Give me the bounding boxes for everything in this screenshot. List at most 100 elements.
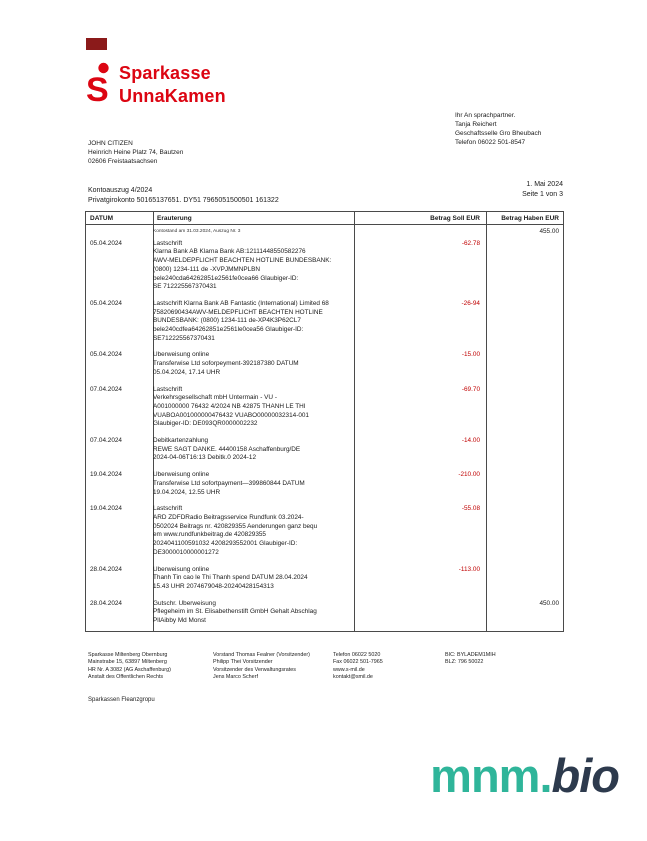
contact-person-block: Ihr An sprachpartner. Tanja Reichert Gesch… [455,111,541,147]
transaction-description-line: Lastschrift [153,505,183,513]
statement-title: Kontoauszug 4/2024 [88,187,153,194]
header-erauterung: Erauterung [157,214,192,222]
transaction-description-line: (0800) 1234-111 de -XVPJMMNPLBN [153,265,261,273]
transaction-description: Lastschrift ARD ZDFDRadio Beitragsservice… [153,505,354,557]
transaction-description-line: REWE SAGT DANKE. 44400158 Aschaffenburg/… [153,445,301,453]
transaction-row: 28.04.2024 Uberweisung online Thanh Tin ca… [86,566,563,592]
transaction-description: Uberweisung online Thanh Tin cao le Thi T… [153,566,354,592]
sparkasse-s-icon: S [86,62,113,109]
header-datum: DATUM [90,214,113,222]
transaction-description-line: Transferwise Ltd sofortpayment—399860844… [153,479,305,487]
transaction-description-line: BUNDESBANK: (0800) 1234-111 de-XP4K3P62C… [153,317,301,325]
credit-amount [486,300,563,344]
transaction-description-line: VUABOA001000000476432 VUABO00000032314-0… [153,411,309,419]
debit-amount: -69.70 [461,385,480,393]
recipient-line: 02606 Freistaatsachsen [88,158,158,165]
bank-name: Sparkasse UnnaKamen [119,62,226,108]
debit-amount: -113.00 [458,565,480,573]
opening-balance-row: Kontostand am 31.03.2024, Auszug Nr. 3 45… [86,228,563,237]
transaction-description-line: 19.04.2024, 12.55 UHR [153,488,221,496]
watermark: mnm.bio [0,748,620,803]
footer-bank-address: Sparkasse Miltenberg Obernburg Mainstrabe… [88,652,171,682]
transaction-description-line: ARD ZDFDRadio Beitragsservice Rundfunk 0… [153,513,304,521]
transaction-description-line: 0502024 Beitrags nr. 420829355 Aenderung… [153,522,318,530]
transaction-row: 05.04.2024 Lastschrift Klarna Bank AB Fan… [86,300,563,344]
contact-line: Tanja Reichert [455,121,497,128]
credit-amount [486,471,563,497]
credit-amount [486,505,563,557]
table-body: Kontostand am 31.03.2024, Auszug Nr. 3 45… [86,225,563,630]
transaction-date [86,228,153,237]
footer-group-name: Sparkassen Fleanzgropu [88,697,155,703]
transaction-description: Kontostand am 31.03.2024, Auszug Nr. 3 [153,228,354,237]
footer-text-line: Telefon 06022 5020 [333,652,381,658]
column-divider [486,212,487,631]
footer-text-line: Philipp Thei Vorsitzender [213,659,273,666]
transaction-description-line: Lastschrift Klarna Bank AB Fantastic (In… [153,299,329,307]
footer-board-info: Vorstand Thomas Fealner (Vorsitzender) Ph… [213,652,310,682]
credit-amount [486,386,563,430]
recipient-address: JOHN CITIZEN Heinrich Heine Platz 74, Bau… [88,139,183,166]
transaction-date: 19.04.2024 [90,505,122,513]
debit-amount: -26-94 [461,299,480,307]
transaction-description-line: bele240cdfea64262851e2561le0cea56 Glaubi… [153,326,304,334]
footer-text-line: BLZ: 796 50022 [445,659,484,666]
transaction-description: Lastschrift Verkehrsgesellschaft mbH Unte… [153,386,354,430]
transaction-description-line: Thanh Tin cao le Thi Thanh spend DATUM 2… [153,574,308,582]
transaction-description: Lastschrift Klarna Bank AB Fantastic (In… [153,300,354,344]
footer-text-line: Anstalt des Offentlichen Rechts [88,674,164,681]
footer-text-line: Fax 06022 501-7965 [333,659,383,666]
transaction-description: Uberweisung online Transferwise Ltd sofor… [153,351,354,377]
footer-text-line: kontakt@smil.de [333,674,373,681]
page-indicator: Seite 1 von 3 [522,190,563,198]
footer-text-line: Mainstrabe 15, 63897 Miltenberg [88,659,167,666]
recipient-line: Heinrich Heine Platz 74, Bautzen [88,149,184,156]
debit-amount: -15.00 [461,351,480,359]
transaction-description-line: Kontostand am 31.03.2024, Auszug Nr. 3 [153,229,241,234]
transaction-description-line: 2024-04-06T16:13 Debitk.0 2024-12 [153,454,257,462]
statement-meta: Kontoauszug 4/2024 Privatgirokonto 50165… [88,186,279,205]
sparkasse-logo: S Sparkasse UnnaKamen [86,62,226,109]
svg-text:S: S [86,71,109,104]
transaction-date: 07.04.2024 [90,385,122,393]
transaction-description: Debitkartenzahlung REWE SAGT DANKE. 44400… [153,437,354,463]
corner-mark [86,38,107,50]
transaction-description-line: A001000000 76432 4/2024 NB 42875 THANH L… [153,402,306,410]
contact-line: Ihr An sprachpartner. [455,112,516,119]
transaction-description-line: Uberweisung online [153,351,210,359]
transaction-row: 05.04.2024 Uberweisung online Transferwise… [86,351,563,377]
transaction-date: 28.04.2024 [90,565,122,573]
transaction-description: Gutschr. Uberweisung Pflegeheim im St. El… [153,600,354,626]
transaction-description-line: Glaubiger-ID: DE093QR0000002232 [153,420,258,428]
debit-amount: -55.08 [461,505,480,513]
footer-bic-blz: BIC: BYLADEM1MIH BLZ: 796 50022 [445,652,496,667]
transaction-description-line: 75820690434AWV-MELDEPFLICHT BEACHTEN HOT… [153,308,323,316]
watermark-bio: bio [551,749,620,802]
transaction-description-line: 15.43 UHR 2074679048-20240428154313 [153,582,274,590]
transaction-row: 28.04.2024 Gutschr. Uberweisung Pflegeheim… [86,600,563,626]
transaction-description-line: DE3000010000001272 [153,548,219,556]
transaction-description-line: 2024041100591032 4208293552001 Glaubiger… [153,540,298,548]
account-number-line: Privatgirokonto 50165137651. DY51 796505… [88,196,279,204]
transactions-table: DATUM Erauterung Betrag Soll EUR Betrag … [85,211,564,632]
credit-amount [486,437,563,463]
transaction-row: 07.04.2024 Debitkartenzahlung REWE SAGT DA… [86,437,563,463]
debit-amount: -14.00 [461,437,480,445]
transaction-row: 19.04.2024 Uberweisung online Transferwise… [86,471,563,497]
transaction-description-line: Lastschrift [153,239,183,247]
header-betrag-haben: Betrag Haben EUR [501,214,559,222]
transaction-description-line: AWV-MELDEPFLICHT BEACHTEN HOTLINE BUNDES… [153,257,332,265]
footer-text-line: Sparkasse Miltenberg Obernburg [88,652,168,658]
table-header-row: DATUM Erauterung Betrag Soll EUR Betrag … [86,212,563,225]
transaction-row: 07.04.2024 Lastschrift Verkehrsgesellschaf… [86,386,563,430]
bank-name-line2: UnnaKamen [119,86,226,106]
transaction-date: 05.04.2024 [90,351,122,359]
column-divider [354,212,355,631]
transaction-date: 28.04.2024 [90,599,122,607]
transaction-description-line: PllAibby Md Monst [153,617,206,625]
transaction-description-line: Lastschrift [153,385,183,393]
transaction-description-line: Uberweisung online [153,471,210,479]
credit-amount [486,351,563,377]
transaction-row: 05.04.2024 Lastschrift Klarna Bank AB Klar… [86,240,563,292]
credit-amount [486,240,563,292]
